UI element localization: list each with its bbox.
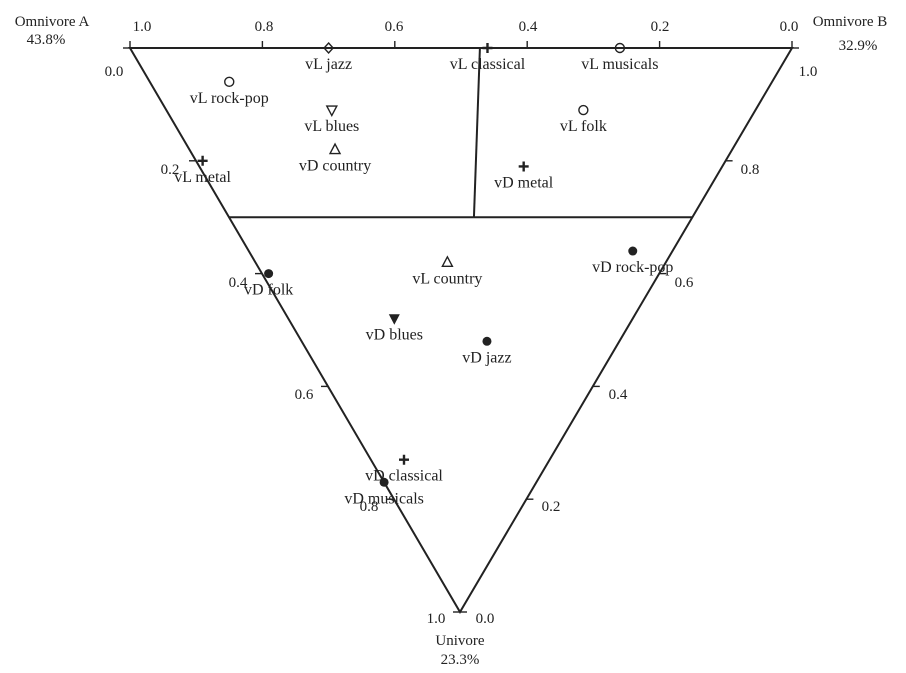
vertex-name: Univore bbox=[435, 633, 484, 649]
point-marker bbox=[388, 314, 400, 325]
point-marker bbox=[328, 142, 342, 155]
point-marker bbox=[323, 41, 335, 55]
tick-label: 0.0 bbox=[780, 19, 799, 35]
point-vd-classical: vD classical bbox=[365, 454, 443, 485]
tick-label: 0.8 bbox=[741, 162, 760, 178]
point-label: vD metal bbox=[494, 174, 554, 191]
vertex-label-omnivore-a: Omnivore A 43.8% bbox=[15, 14, 90, 48]
point-vl-musicals: vL musicals bbox=[581, 42, 658, 73]
tick-label: 0.0 bbox=[105, 64, 124, 80]
point-marker bbox=[482, 336, 492, 346]
point-label: vL classical bbox=[450, 56, 526, 73]
point-marker bbox=[399, 454, 409, 465]
data-points: vL jazz vL classical vL musicals vL rock-po… bbox=[174, 41, 673, 507]
point-vl-classical: vL classical bbox=[450, 43, 526, 73]
tick-label: 1.0 bbox=[133, 19, 152, 35]
vertex-share: 43.8% bbox=[27, 32, 66, 48]
point-vl-country: vL country bbox=[412, 255, 482, 287]
point-vd-folk: vD folk bbox=[244, 269, 293, 299]
tick-label: 1.0 bbox=[427, 611, 446, 627]
tick-label: 0.6 bbox=[675, 275, 694, 291]
point-marker bbox=[628, 246, 638, 256]
tick-label: 1.0 bbox=[799, 64, 818, 80]
point-marker bbox=[379, 477, 389, 487]
point-vl-folk: vL folk bbox=[560, 104, 607, 135]
tick-label: 0.6 bbox=[385, 19, 404, 35]
point-label: vD classical bbox=[365, 468, 443, 485]
tick-marks bbox=[123, 41, 799, 613]
point-label: vD rock-pop bbox=[592, 259, 673, 276]
point-label: vD jazz bbox=[462, 349, 511, 366]
tick-label: 0.8 bbox=[360, 499, 379, 515]
point-marker bbox=[518, 161, 529, 172]
point-vl-rock-pop: vL rock-pop bbox=[190, 76, 269, 107]
tick-label: 0.2 bbox=[651, 19, 670, 35]
point-label: vL metal bbox=[174, 169, 231, 186]
point-label: vD blues bbox=[366, 327, 423, 344]
point-vl-jazz: vL jazz bbox=[305, 41, 352, 73]
point-marker bbox=[224, 76, 235, 88]
point-marker bbox=[197, 155, 208, 166]
tick-label: 0.2 bbox=[161, 162, 180, 178]
point-label: vD country bbox=[299, 158, 371, 175]
point-marker bbox=[441, 255, 454, 268]
vertex-name: Omnivore B bbox=[813, 14, 888, 30]
point-marker bbox=[264, 269, 274, 279]
tick-label: 0.4 bbox=[519, 19, 538, 35]
vertex-name: Omnivore A bbox=[15, 14, 90, 30]
point-vl-blues: vL blues bbox=[304, 105, 359, 135]
vertex-label-omnivore-b: Omnivore B 32.9% bbox=[813, 14, 888, 54]
right-axis-labels: 1.0 0.8 0.6 0.4 0.2 0.0 bbox=[476, 64, 818, 627]
point-marker bbox=[482, 43, 493, 53]
point-label: vL jazz bbox=[305, 56, 352, 73]
tick-label: 0.2 bbox=[542, 499, 561, 515]
point-vd-country: vD country bbox=[299, 142, 371, 175]
vertex-label-univore: Univore 23.3% bbox=[435, 633, 484, 668]
point-vd-jazz: vD jazz bbox=[462, 336, 512, 366]
point-label: vL country bbox=[412, 270, 482, 287]
point-label: vL folk bbox=[560, 118, 607, 135]
point-label: vL blues bbox=[304, 118, 359, 135]
vertex-share: 23.3% bbox=[441, 652, 480, 668]
region-boundary-a bbox=[472, 47, 481, 218]
point-marker bbox=[325, 105, 338, 118]
point-vd-metal: vD metal bbox=[494, 161, 554, 191]
point-vl-metal: vL metal bbox=[174, 155, 232, 186]
point-label: vL musicals bbox=[581, 56, 658, 73]
point-label: vL rock-pop bbox=[190, 90, 269, 107]
point-label: vD musicals bbox=[344, 490, 424, 507]
tick-label: 0.8 bbox=[255, 19, 274, 35]
vertex-share: 32.9% bbox=[839, 38, 878, 54]
tick-label: 0.4 bbox=[609, 387, 628, 403]
point-vd-blues: vD blues bbox=[366, 314, 423, 344]
point-vd-musicals: vD musicals bbox=[344, 477, 424, 507]
point-label: vD folk bbox=[244, 282, 293, 299]
ternary-frame bbox=[128, 47, 794, 614]
point-vd-rock-pop: vD rock-pop bbox=[592, 246, 673, 276]
tick-label: 0.4 bbox=[229, 275, 248, 291]
tick-label: 0.6 bbox=[295, 387, 314, 403]
point-marker bbox=[614, 42, 626, 54]
tick-label: 0.0 bbox=[476, 611, 495, 627]
point-marker bbox=[578, 104, 589, 116]
top-axis-labels: 1.0 0.8 0.6 0.4 0.2 0.0 bbox=[133, 19, 799, 35]
left-axis-labels: 0.0 0.2 0.4 0.6 0.8 1.0 bbox=[105, 64, 446, 627]
